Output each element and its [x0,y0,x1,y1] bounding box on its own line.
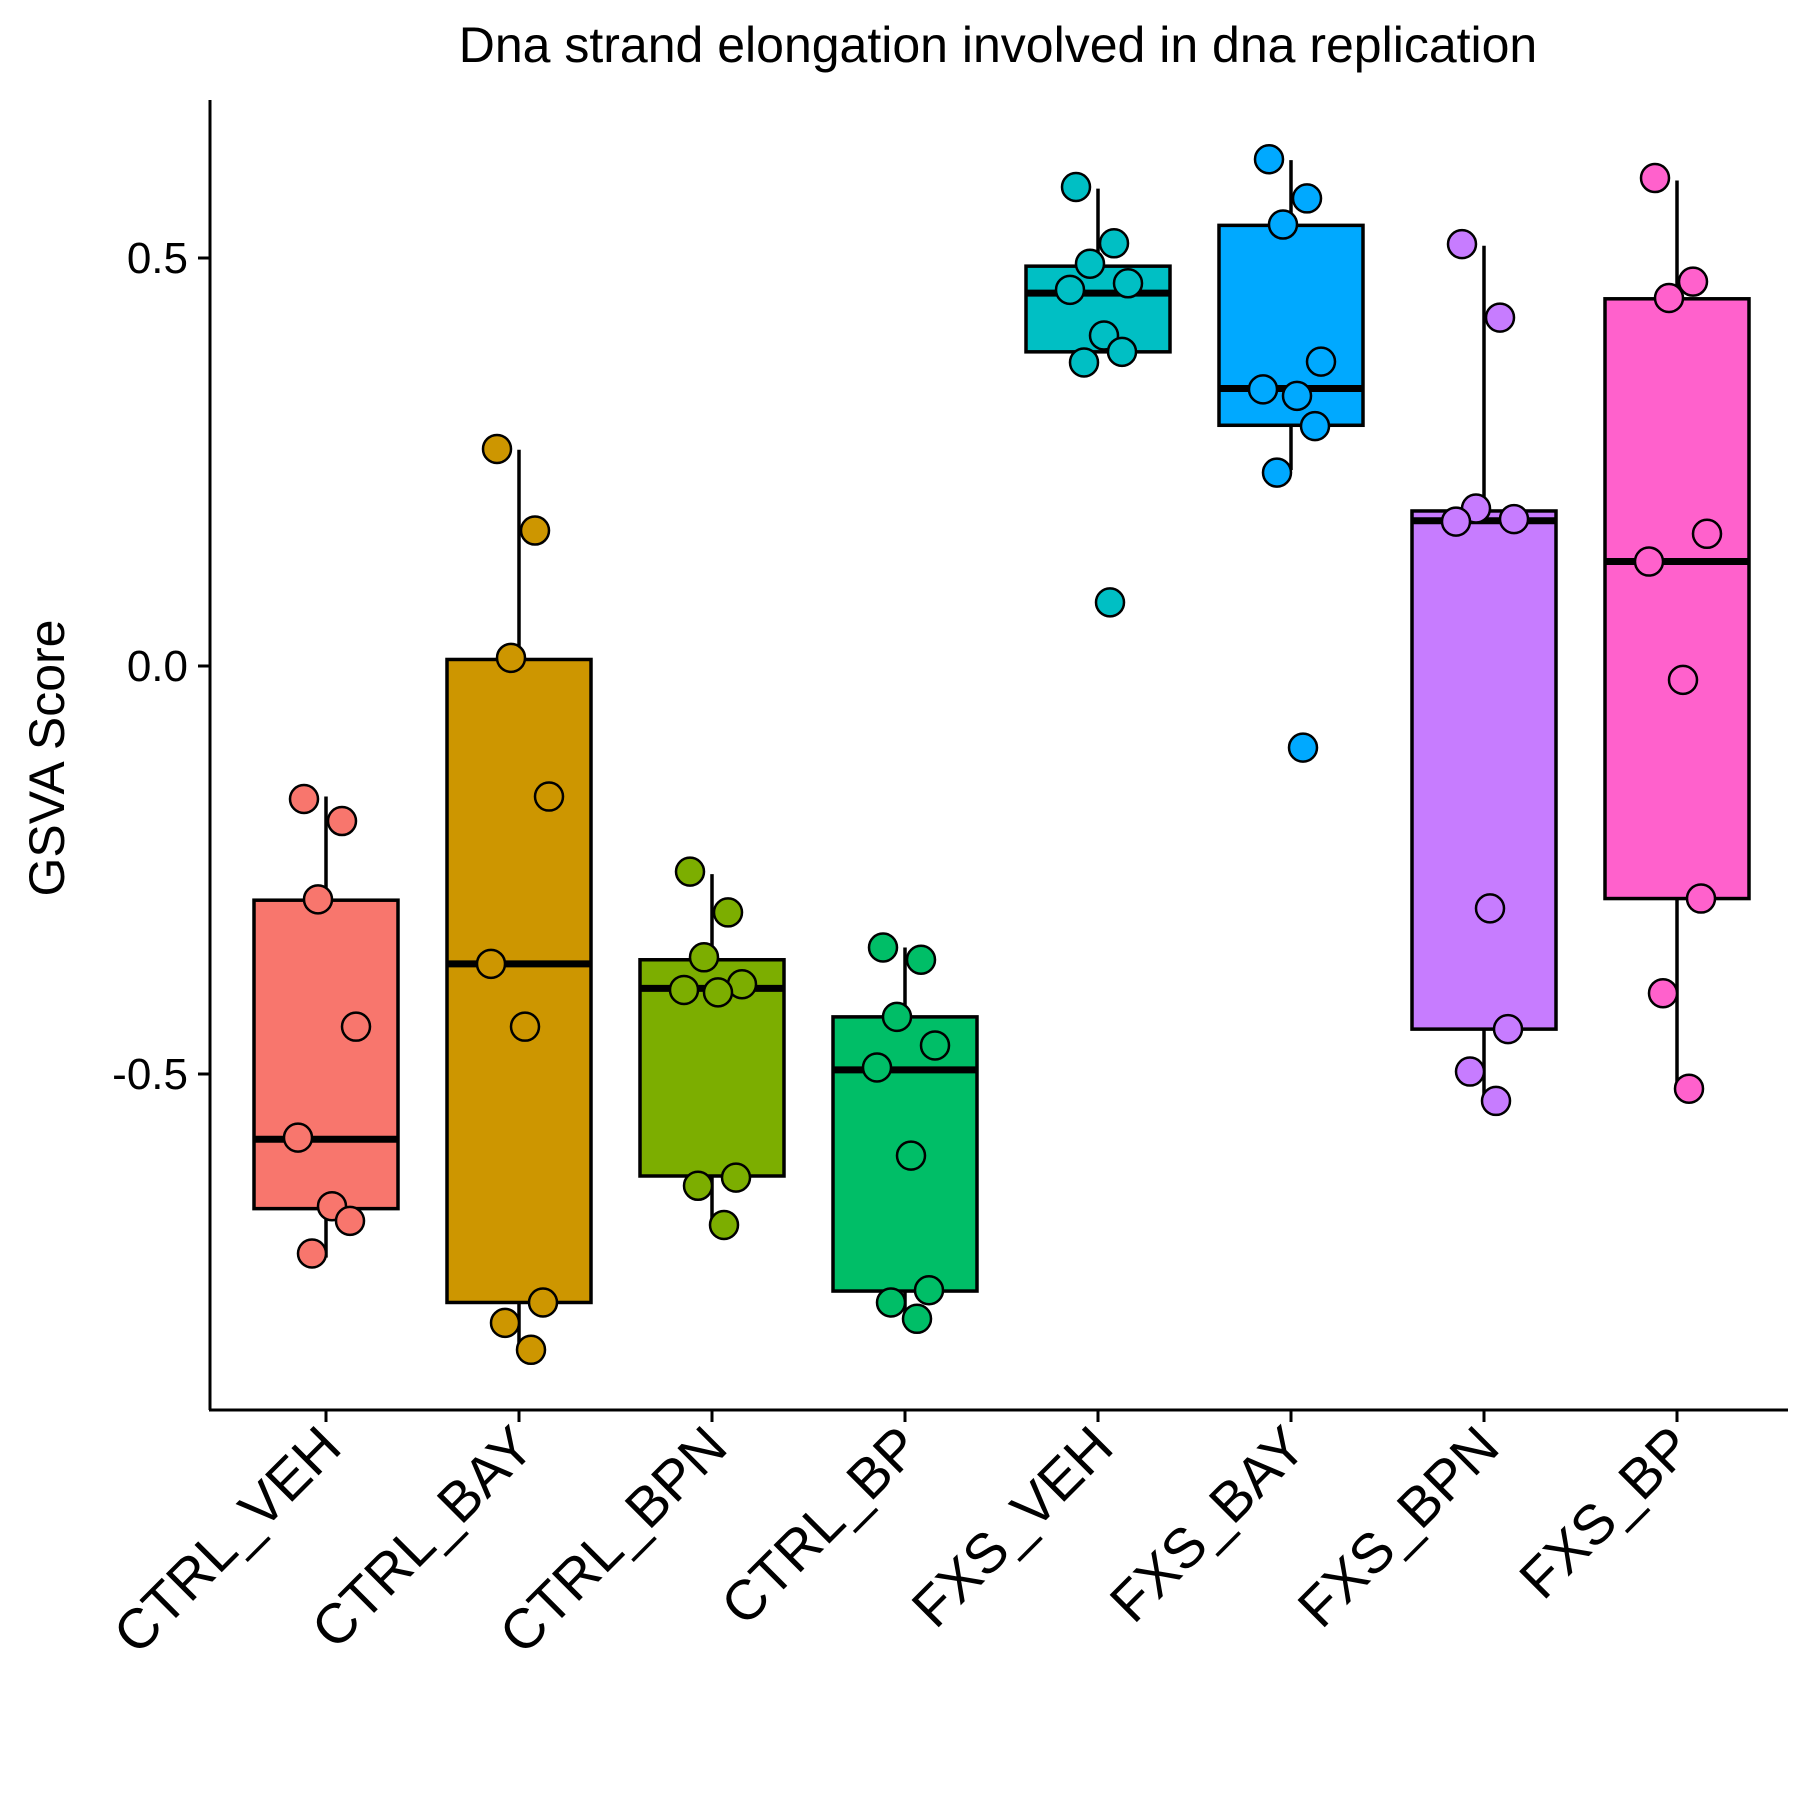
data-point [867,932,899,963]
data-point [1639,162,1671,194]
box-group-ctrl-bp [831,932,979,1335]
data-point [861,1052,893,1083]
data-point [905,944,937,976]
data-point [901,1303,933,1335]
data-point [340,1011,372,1042]
data-point [509,1011,541,1042]
data-point [296,1238,328,1269]
y-axis-ticks: 0.5 0.0 -0.5 [112,234,210,1099]
box-group-ctrl-bay [445,433,593,1366]
box-group-fxs-bay [1217,144,1365,763]
iqr-box [445,657,593,1305]
data-point [481,433,513,465]
box-group-fxs-bpn [1410,228,1558,1117]
data-point [1287,732,1319,763]
data-point [875,1287,907,1318]
iqr-box [252,898,400,1211]
data-point [702,977,734,1008]
data-point [1074,248,1106,279]
data-point [881,1001,913,1033]
data-point [1305,346,1337,377]
x-tick-label: CTRL_BP [709,1414,932,1637]
data-point [1281,380,1313,412]
data-point [1261,457,1293,488]
iqr-box [1410,509,1558,1031]
data-point [1647,977,1679,1009]
data-point [1673,1073,1705,1104]
data-point [1653,282,1685,314]
data-point [688,942,720,973]
data-point [495,642,527,674]
box-group-fxs-veh [1024,171,1172,618]
box-group-ctrl-bpn [638,856,786,1241]
data-point [334,1205,366,1237]
data-point [533,781,565,812]
data-point [282,1122,314,1153]
data-point [1685,883,1717,914]
data-point [288,783,320,815]
data-point [674,856,706,887]
data-point [1498,503,1530,535]
data-point [1480,1085,1512,1117]
data-point [712,897,744,928]
data-point [720,1162,752,1193]
x-axis-ticks: CTRL_VEHCTRL_BAYCTRL_BPNCTRL_BPFXS_VEHFX… [101,1410,1703,1665]
data-point [326,805,358,837]
data-point [913,1274,945,1306]
chart-title: Dna strand elongation involved in dna re… [459,17,1538,73]
box-groups [252,144,1751,1366]
data-point [1267,209,1299,240]
x-tick-label: FXS_VEH [899,1414,1124,1639]
data-point [1474,893,1506,924]
data-point [515,1334,547,1366]
y-tick-label: 0.0 [127,642,188,691]
data-point [708,1209,740,1241]
data-point [1691,518,1723,550]
data-point [1068,347,1100,378]
data-point [668,974,700,1006]
y-tick-label: -0.5 [112,1050,188,1099]
box-group-fxs-bp [1603,162,1751,1104]
data-point [1484,302,1516,333]
data-point [1633,546,1665,577]
data-point [1253,144,1285,175]
data-point [1060,171,1092,203]
data-point [919,1030,951,1061]
data-point [1054,274,1086,306]
data-point [682,1170,714,1202]
data-point [1667,664,1699,696]
data-point [519,515,551,546]
data-point [527,1287,559,1318]
data-point [1446,228,1478,260]
data-point [1098,228,1130,259]
data-point [1677,266,1709,297]
data-point [1454,1056,1486,1087]
data-point [1106,336,1138,368]
y-axis-label: GSVA Score [19,620,75,897]
x-tick-label: FXS_BAY [1098,1414,1318,1634]
data-point [1299,410,1331,442]
data-point [895,1140,927,1171]
data-point [1492,1013,1524,1045]
data-point [475,948,507,980]
y-tick-label: 0.5 [127,234,188,283]
iqr-box [1603,297,1751,901]
data-point [1247,374,1279,405]
iqr-box [638,958,786,1178]
data-point [1440,506,1472,537]
data-point [1291,183,1323,214]
x-tick-label: FXS_BPN [1285,1414,1510,1639]
data-point [489,1307,521,1339]
data-point [1094,587,1126,618]
data-point [302,884,334,915]
x-tick-label: FXS_BP [1507,1414,1703,1610]
box-group-ctrl-veh [252,783,400,1269]
data-point [1112,268,1144,299]
